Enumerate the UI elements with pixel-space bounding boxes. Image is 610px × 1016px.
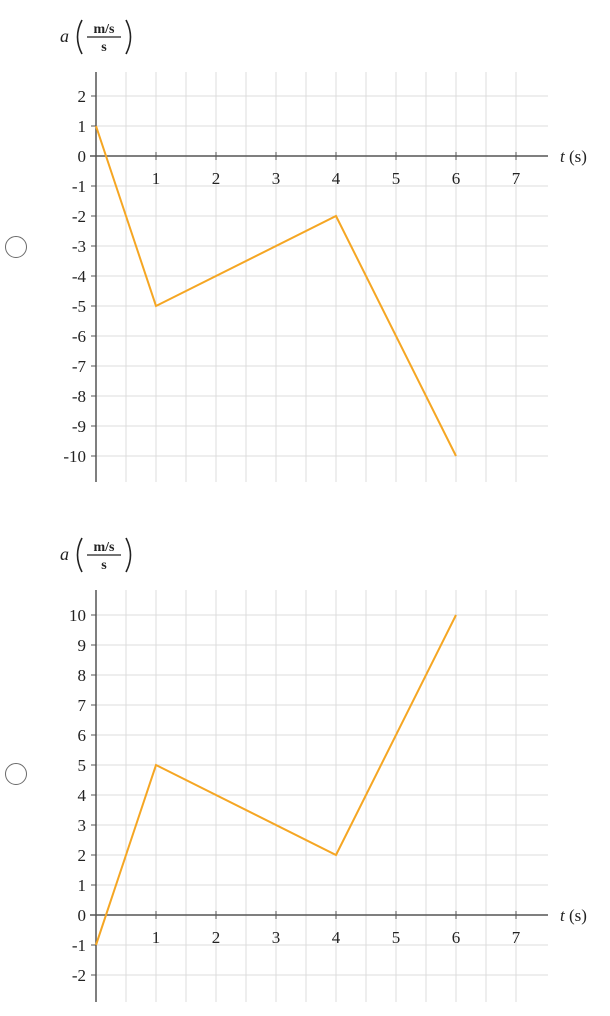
y-tick-label: -7 — [72, 357, 87, 376]
radio-button-option-1[interactable] — [5, 236, 27, 258]
x-tick-label: 2 — [212, 928, 221, 947]
y-tick-label: 4 — [78, 786, 87, 805]
y-tick-label: 10 — [69, 606, 86, 625]
y-axis-label-symbol: a — [60, 26, 69, 46]
y-tick-label: -4 — [72, 267, 87, 286]
y-tick-label: -2 — [72, 207, 86, 226]
y-tick-label: 0 — [78, 906, 87, 925]
series-line — [95, 614, 457, 946]
x-tick-label: 4 — [332, 169, 341, 188]
y-tick-label: -3 — [72, 237, 86, 256]
y-axis-label-paren-left — [76, 537, 83, 573]
x-tick-label: 5 — [392, 928, 401, 947]
y-tick-label: -8 — [72, 387, 86, 406]
y-axis-label-paren-left — [76, 19, 83, 55]
answer-option-2: 10 9 8 7 6 5 4 3 2 1 0 -1 -2 1 2 3 4 5 6 7 t (s) a m/s s — [0, 520, 610, 1016]
y-tick-label: -5 — [72, 297, 86, 316]
series-line — [95, 125, 457, 457]
y-axis-label-symbol: a — [60, 544, 69, 564]
y-tick-label: -10 — [63, 447, 86, 466]
y-tick-label: 0 — [78, 147, 87, 166]
radio-button-option-2[interactable] — [5, 763, 27, 785]
y-tick-label: 3 — [78, 816, 87, 835]
y-tick-label: 2 — [78, 87, 87, 106]
y-tick-label: 8 — [78, 666, 87, 685]
x-tick-label: 7 — [512, 169, 521, 188]
y-axis-label-unit-denominator: s — [101, 40, 107, 55]
x-tick-label: 7 — [512, 928, 521, 947]
x-tick-label: 4 — [332, 928, 341, 947]
x-axis-label: t (s) — [560, 147, 587, 166]
y-axis-label-unit-numerator: m/s — [94, 540, 116, 555]
acceleration-chart-1: 2 1 0 -1 -2 -3 -4 -5 -6 -7 -8 -9 -10 1 2 3 4 5 6 7 t (s) a m/s… — [60, 19, 587, 482]
x-tick-label: 3 — [272, 169, 281, 188]
y-tick-label: 2 — [78, 846, 87, 865]
y-tick-label: 5 — [78, 756, 87, 775]
y-axis-label-unit-denominator: s — [101, 558, 107, 573]
y-tick-label: 1 — [78, 876, 87, 895]
y-tick-label: -1 — [72, 936, 86, 955]
y-tick-label: 1 — [78, 117, 87, 136]
y-tick-label: -6 — [72, 327, 86, 346]
y-axis-label-unit-numerator: m/s — [94, 22, 116, 37]
y-tick-label: -1 — [72, 177, 86, 196]
y-tick-label: 7 — [78, 696, 87, 715]
y-axis-label-paren-right — [125, 537, 132, 573]
x-axis-label: t (s) — [560, 906, 587, 925]
x-tick-label: 3 — [272, 928, 281, 947]
y-tick-label: 9 — [78, 636, 87, 655]
answer-option-1: 2 1 0 -1 -2 -3 -4 -5 -6 -7 -8 -9 -10 1 2 3 4 5 6 7 t (s) a m/s… — [0, 0, 610, 500]
y-tick-label: -9 — [72, 417, 86, 436]
x-tick-label: 5 — [392, 169, 401, 188]
x-tick-label: 2 — [212, 169, 221, 188]
x-tick-label: 6 — [452, 169, 461, 188]
y-tick-label: -2 — [72, 966, 86, 985]
x-tick-label: 1 — [152, 928, 161, 947]
y-axis-label-paren-right — [125, 19, 132, 55]
y-tick-label: 6 — [78, 726, 87, 745]
x-tick-label: 6 — [452, 928, 461, 947]
x-tick-label: 1 — [152, 169, 161, 188]
